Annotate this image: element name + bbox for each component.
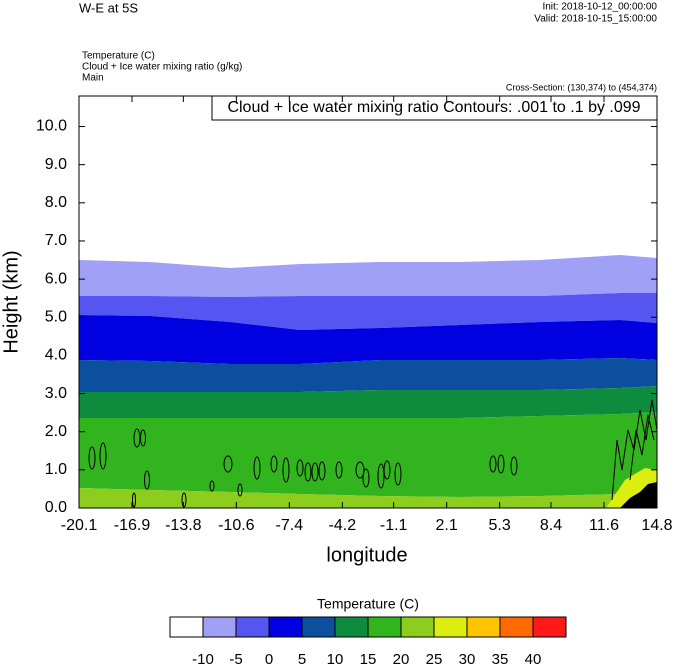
colorbar-label: 10 <box>327 651 344 667</box>
plot-area <box>79 96 657 508</box>
y-tick-label: 2.0 <box>45 423 67 440</box>
y-tick-label: 7.0 <box>45 232 67 249</box>
x-tick-label: -1.1 <box>380 517 408 534</box>
x-tick-label: 8.4 <box>540 517 562 534</box>
y-tick-label: 4.0 <box>45 347 67 364</box>
colorbar-label: 25 <box>426 651 443 667</box>
temperature-band <box>79 255 657 297</box>
x-tick-label: -20.1 <box>61 517 98 534</box>
temperature-band <box>79 412 657 497</box>
y-tick-label: 1.0 <box>45 461 67 478</box>
terrain <box>620 482 657 508</box>
x-tick-label: 14.8 <box>641 517 672 534</box>
colorbar-label: 5 <box>298 651 306 667</box>
colorbar-label: 15 <box>360 651 377 667</box>
temperature-band <box>79 386 657 418</box>
temperature-band <box>79 315 657 364</box>
temperature-band <box>79 96 657 268</box>
colorbar-box <box>202 616 237 638</box>
colorbar-box <box>400 616 435 638</box>
colorbar-box <box>466 616 501 638</box>
colorbar-box <box>301 616 336 638</box>
y-tick-label: 0.0 <box>45 499 67 516</box>
colorbar-label: 30 <box>459 651 476 667</box>
colorbar-title: Temperature (C) <box>317 596 419 612</box>
colorbar-box <box>169 616 204 638</box>
temperature-band <box>79 488 657 508</box>
contour-label-box <box>211 95 658 121</box>
colorbar-box <box>235 616 270 638</box>
field-label: Cloud + Ice water mixing ratio (g/kg) <box>82 62 242 73</box>
temperature-band <box>79 358 657 392</box>
colorbar-box <box>268 616 303 638</box>
field-label: Temperature (C) <box>82 51 155 62</box>
colorbar-box <box>433 616 468 638</box>
chart-title: W-E at 5S <box>79 0 138 15</box>
colorbar-label: 0 <box>265 651 273 667</box>
y-tick-label: 10.0 <box>36 118 67 135</box>
colorbar-box <box>499 616 534 638</box>
x-tick-label: 11.6 <box>589 517 619 534</box>
colorbar-label: 20 <box>393 651 410 667</box>
y-axis-label: Height (km) <box>0 250 22 353</box>
colorbar-label: -10 <box>192 651 214 667</box>
y-tick-label: 3.0 <box>45 385 67 402</box>
colorbar-box <box>334 616 369 638</box>
y-tick-label: 8.0 <box>45 194 67 211</box>
y-tick-label: 5.0 <box>45 308 67 325</box>
x-tick-label: -7.4 <box>276 517 304 534</box>
cloud-contours <box>88 399 658 508</box>
colorbar: -10 -5 0 5 10 15 20 25 30 35 40 <box>169 616 567 667</box>
x-tick-label: 5.3 <box>489 517 511 534</box>
colorbar-label: 40 <box>525 651 542 667</box>
colorbar-box <box>532 616 567 638</box>
colorbar-box <box>367 616 402 638</box>
y-tick-label: 6.0 <box>45 270 67 287</box>
init-label: Init: 2018-10-12_00:00:00 <box>542 2 657 13</box>
colorbar-label: -5 <box>229 651 242 667</box>
x-tick-label: -4.2 <box>329 517 357 534</box>
cross-section-label: Cross-Section: (130,374) to (454,374) <box>506 82 657 92</box>
x-tick-label: -13.8 <box>165 517 202 534</box>
y-tick-label: 9.0 <box>45 156 67 173</box>
colorbar-label: 35 <box>492 651 509 667</box>
temperature-band <box>79 293 657 330</box>
x-tick-label: 2.1 <box>436 517 458 534</box>
contour-label: Cloud + Ice water mixing ratio Contours:… <box>227 99 640 116</box>
valid-label: Valid: 2018-10-15_15:00:00 <box>534 14 657 25</box>
x-tick-label: -16.9 <box>114 517 151 534</box>
field-label: Main <box>82 73 104 84</box>
x-axis-label: longitude <box>326 544 407 566</box>
x-tick-label: -10.6 <box>218 517 255 534</box>
